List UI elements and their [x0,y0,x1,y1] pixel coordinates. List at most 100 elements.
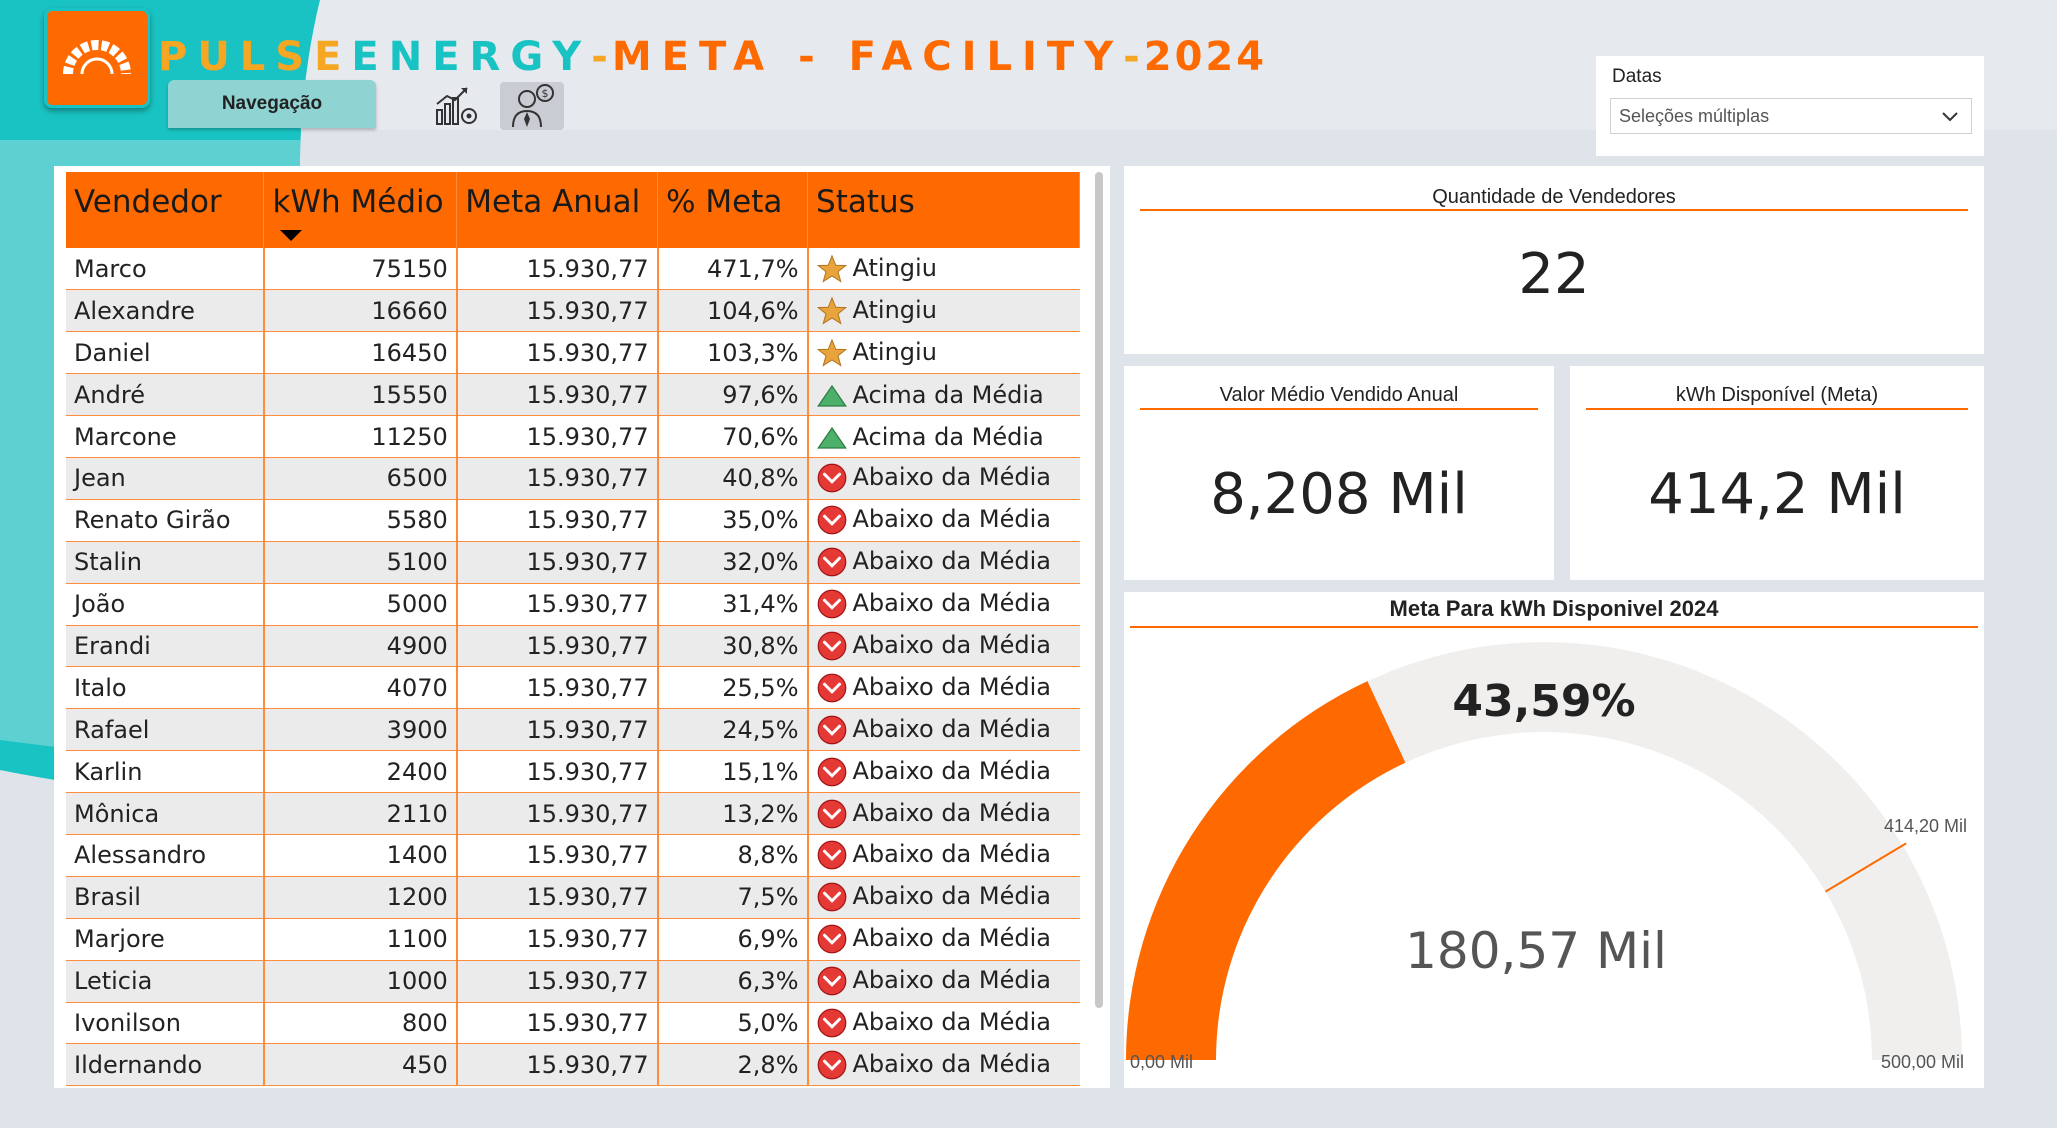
cell-status: Abaixo da Média [807,541,1080,584]
cell-status-label: Abaixo da Média [852,840,1051,869]
cell-kwh-medio: 1400 [263,834,458,877]
cell-status-label: Abaixo da Média [852,505,1051,534]
down-circle-icon [817,547,846,577]
kpi-vendedores-underline [1140,209,1968,211]
table-scrollbar[interactable] [1095,172,1103,1008]
cell-vendedor: Mônica [66,792,265,835]
title-year: 2024 [1143,34,1268,80]
table-row[interactable]: Jean 6500 15.930,77 40,8% Abaixo da Média [66,457,1080,500]
cell-meta-anual: 15.930,77 [456,331,659,375]
column-header-kwh-medio[interactable]: kWh Médio [263,172,458,248]
analytics-page-button[interactable] [426,82,490,130]
down-circle-icon [817,1008,846,1038]
svg-text:$: $ [542,87,549,100]
kpi-card-vendedores: Quantidade de Vendedores 22 [1124,166,1984,354]
cell-kwh-medio: 1000 [263,960,458,1003]
cell-status: Abaixo da Média [807,499,1080,542]
cell-meta-anual: 15.930,77 [456,876,659,919]
down-circle-icon [817,882,846,912]
cell-status: Atingiu [807,289,1080,333]
cell-vendedor: Italo [66,666,265,710]
cell-vendedor: Marco [66,248,265,291]
cell-kwh-medio: 11250 [263,415,458,458]
gauge-title-underline [1130,626,1978,628]
cell-status: Abaixo da Média [807,708,1080,752]
table-row[interactable]: Alessandro 1400 15.930,77 8,8% Abaixo da Méd… [66,834,1080,877]
down-circle-icon [817,841,846,870]
table-row[interactable]: Ivonilson 800 15.930,77 5,0% Abaixo da Média [66,1002,1080,1045]
cell-meta-anual: 15.930,77 [456,1002,659,1045]
table-row[interactable]: Alexandre 16660 15.930,77 104,6% Atingiu [66,289,1080,333]
column-header-pct-meta[interactable]: % Meta [657,172,809,248]
table-row[interactable]: Karlin 2400 15.930,77 15,1% Abaixo da Média [66,750,1080,794]
gauge-min-label: 0,00 Mil [1130,1052,1193,1072]
cell-status: Abaixo da Média [807,625,1080,668]
cell-status: Abaixo da Média [807,792,1080,835]
cell-status-label: Acima da Média [852,380,1044,409]
table-row[interactable]: Rafael 3900 15.930,77 24,5% Abaixo da Média [66,708,1080,752]
table-row[interactable]: Italo 4070 15.930,77 25,5% Abaixo da Média [66,666,1080,710]
table-row[interactable]: Renato Girão 5580 15.930,77 35,0% Abaixo da … [66,499,1080,542]
navigation-button[interactable]: Navegação [168,80,376,128]
down-circle-icon [817,799,846,828]
table-row[interactable]: Marjore 1100 15.930,77 6,9% Abaixo da Média [66,918,1080,961]
down-circle-icon [817,924,846,954]
star-icon [816,254,847,283]
cell-vendedor: Marcone [66,415,265,458]
cell-status-label: Abaixo da Média [852,672,1051,701]
table-row[interactable]: Daniel 16450 15.930,77 103,3% Atingiu [66,331,1080,375]
column-header-meta-anual[interactable]: Meta Anual [456,172,659,248]
cell-meta-anual: 15.930,77 [456,499,659,542]
table-header-row: Vendedor kWh Médio Meta Anual % Meta Sta… [66,172,1080,248]
table-row[interactable]: João 5000 15.930,77 31,4% Abaixo da Média [66,583,1080,626]
sellers-table: Vendedor kWh Médio Meta Anual % Meta Sta… [66,172,1080,1087]
gauge-target-marker [1824,842,1907,893]
table-row[interactable]: Marcone 11250 15.930,77 70,6% Acima da Média [66,415,1080,458]
sellers-page-button[interactable]: $ [500,82,564,130]
title-separator: - [591,34,612,80]
table-row[interactable]: Stalin 5100 15.930,77 32,0% Abaixo da Média [66,541,1080,584]
cell-kwh-medio: 450 [263,1043,458,1087]
column-header-vendedor[interactable]: Vendedor [66,172,265,248]
cell-meta-anual: 15.930,77 [456,1043,659,1087]
gauge-max-label: 500,00 Mil [1881,1052,1964,1072]
date-filter-dropdown[interactable]: Seleções múltiplas [1610,98,1972,134]
table-row[interactable]: Leticia 1000 15.930,77 6,3% Abaixo da Média [66,960,1080,1003]
cell-status: Abaixo da Média [807,960,1080,1003]
table-row[interactable]: Mônica 2110 15.930,77 13,2% Abaixo da Média [66,792,1080,835]
cell-kwh-medio: 5580 [263,499,458,542]
gauge-logo-icon [63,40,131,75]
cell-status: Atingiu [807,248,1080,291]
cell-vendedor: Jean [66,457,265,500]
cell-status: Acima da Média [807,415,1080,458]
cell-kwh-medio: 5100 [263,541,458,584]
cell-pct-meta: 24,5% [657,708,809,752]
cell-meta-anual: 15.930,77 [456,792,659,835]
cell-pct-meta: 32,0% [657,541,809,584]
cell-vendedor: Rafael [66,708,265,752]
cell-status-label: Abaixo da Média [852,1007,1051,1036]
down-circle-icon [817,673,846,703]
cell-status-label: Abaixo da Média [852,924,1051,953]
table-row[interactable]: André 15550 15.930,77 97,6% Acima da Média [66,373,1080,417]
down-circle-icon [817,589,846,619]
cell-kwh-medio: 2400 [263,750,458,794]
cell-meta-anual: 15.930,77 [456,457,659,500]
cell-status-label: Abaixo da Média [852,966,1051,995]
cell-pct-meta: 471,7% [657,248,809,291]
table-row[interactable]: Ildernando 450 15.930,77 2,8% Abaixo da Médi… [66,1043,1080,1087]
kpi-kwh-disponivel-underline [1586,408,1968,410]
cell-status: Abaixo da Média [807,918,1080,961]
logo[interactable] [44,8,150,108]
kpi-valor-medio-value: 8,208 Mil [1210,462,1468,527]
column-header-status[interactable]: Status [807,172,1080,248]
cell-meta-anual: 15.930,77 [456,583,659,626]
cell-status: Abaixo da Média [807,583,1080,626]
gauge-title: Meta Para kWh Disponivel 2024 [1389,596,1719,621]
kpi-card-kwh-disponivel: kWh Disponível (Meta) 414,2 Mil [1570,366,1984,580]
table-row[interactable]: Marco 75150 15.930,77 471,7% Atingiu [66,248,1080,291]
cell-status-label: Abaixo da Média [852,463,1051,492]
kpi-card-valor-medio: Valor Médio Vendido Anual 8,208 Mil [1124,366,1554,580]
table-row[interactable]: Brasil 1200 15.930,77 7,5% Abaixo da Média [66,876,1080,919]
table-row[interactable]: Erandi 4900 15.930,77 30,8% Abaixo da Média [66,625,1080,668]
